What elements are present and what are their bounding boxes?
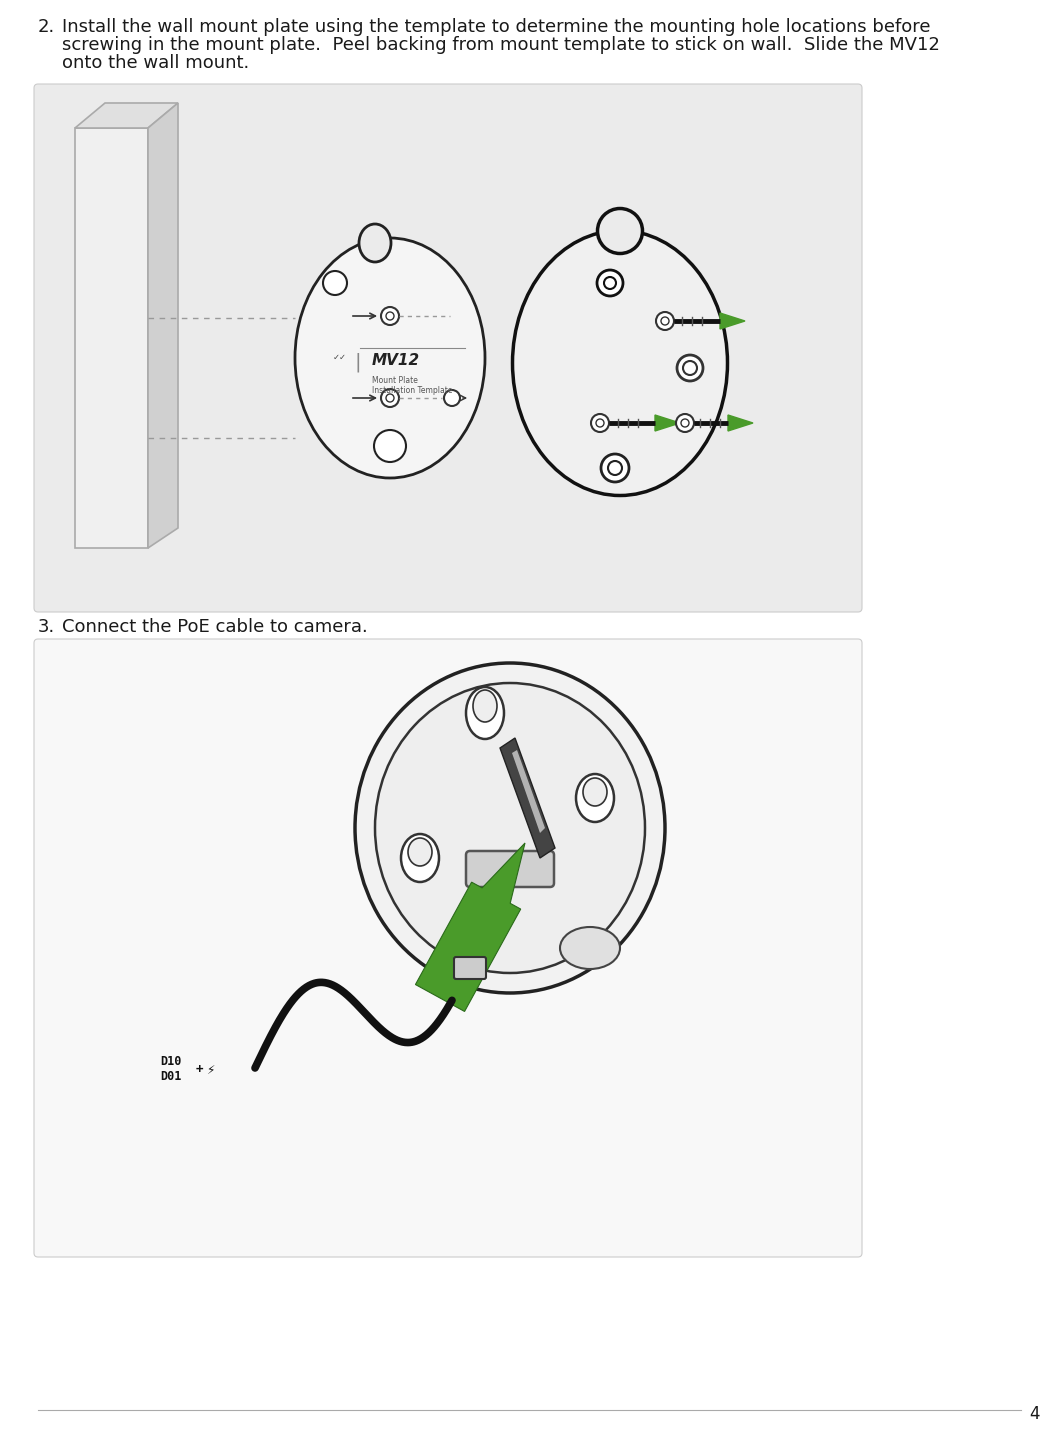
Circle shape bbox=[596, 418, 604, 427]
Circle shape bbox=[591, 414, 609, 432]
Text: +: + bbox=[196, 1063, 203, 1076]
Text: 3.: 3. bbox=[38, 618, 55, 636]
FancyBboxPatch shape bbox=[34, 84, 862, 613]
Polygon shape bbox=[500, 738, 555, 859]
Ellipse shape bbox=[355, 663, 665, 993]
Text: |: | bbox=[355, 353, 361, 372]
Circle shape bbox=[604, 277, 616, 290]
Ellipse shape bbox=[408, 838, 432, 866]
Circle shape bbox=[656, 311, 674, 330]
Circle shape bbox=[661, 317, 669, 324]
Ellipse shape bbox=[364, 230, 385, 256]
Polygon shape bbox=[728, 416, 753, 432]
Circle shape bbox=[602, 455, 629, 482]
Text: 2.: 2. bbox=[38, 17, 55, 36]
Ellipse shape bbox=[401, 834, 439, 882]
Text: Install the wall mount plate using the template to determine the mounting hole l: Install the wall mount plate using the t… bbox=[62, 17, 931, 36]
Circle shape bbox=[683, 361, 697, 375]
Ellipse shape bbox=[605, 216, 635, 246]
Ellipse shape bbox=[597, 209, 643, 253]
Ellipse shape bbox=[560, 927, 620, 969]
Polygon shape bbox=[148, 103, 178, 547]
Polygon shape bbox=[511, 750, 545, 833]
Text: Mount Plate: Mount Plate bbox=[372, 376, 418, 385]
Ellipse shape bbox=[513, 230, 728, 495]
Ellipse shape bbox=[359, 224, 391, 262]
Circle shape bbox=[608, 460, 622, 475]
FancyBboxPatch shape bbox=[454, 957, 486, 979]
Ellipse shape bbox=[576, 775, 614, 822]
Polygon shape bbox=[415, 843, 525, 1012]
Text: Connect the PoE cable to camera.: Connect the PoE cable to camera. bbox=[62, 618, 367, 636]
Circle shape bbox=[385, 394, 394, 403]
Text: onto the wall mount.: onto the wall mount. bbox=[62, 54, 249, 72]
Text: screwing in the mount plate.  Peel backing from mount template to stick on wall.: screwing in the mount plate. Peel backin… bbox=[62, 36, 940, 54]
Polygon shape bbox=[720, 313, 744, 329]
Circle shape bbox=[597, 269, 623, 295]
Circle shape bbox=[677, 355, 703, 381]
Text: MV12: MV12 bbox=[372, 353, 420, 368]
Text: D01: D01 bbox=[160, 1070, 181, 1083]
FancyBboxPatch shape bbox=[34, 639, 862, 1257]
Text: 4: 4 bbox=[1029, 1405, 1040, 1423]
Circle shape bbox=[381, 307, 399, 324]
Text: Installation Template: Installation Template bbox=[372, 387, 452, 395]
Text: ✓✓: ✓✓ bbox=[333, 353, 347, 362]
Ellipse shape bbox=[473, 691, 497, 723]
Ellipse shape bbox=[375, 683, 645, 973]
Ellipse shape bbox=[584, 778, 607, 807]
Ellipse shape bbox=[466, 686, 504, 738]
Polygon shape bbox=[75, 103, 178, 127]
Polygon shape bbox=[656, 416, 680, 432]
Circle shape bbox=[381, 390, 399, 407]
Circle shape bbox=[323, 271, 347, 295]
Ellipse shape bbox=[295, 237, 485, 478]
Circle shape bbox=[444, 390, 460, 405]
Polygon shape bbox=[75, 127, 148, 547]
Circle shape bbox=[681, 418, 689, 427]
Circle shape bbox=[676, 414, 694, 432]
Text: ⚡: ⚡ bbox=[207, 1063, 214, 1077]
FancyBboxPatch shape bbox=[466, 851, 554, 888]
Circle shape bbox=[374, 430, 406, 462]
Text: D10: D10 bbox=[160, 1056, 181, 1069]
Circle shape bbox=[385, 311, 394, 320]
